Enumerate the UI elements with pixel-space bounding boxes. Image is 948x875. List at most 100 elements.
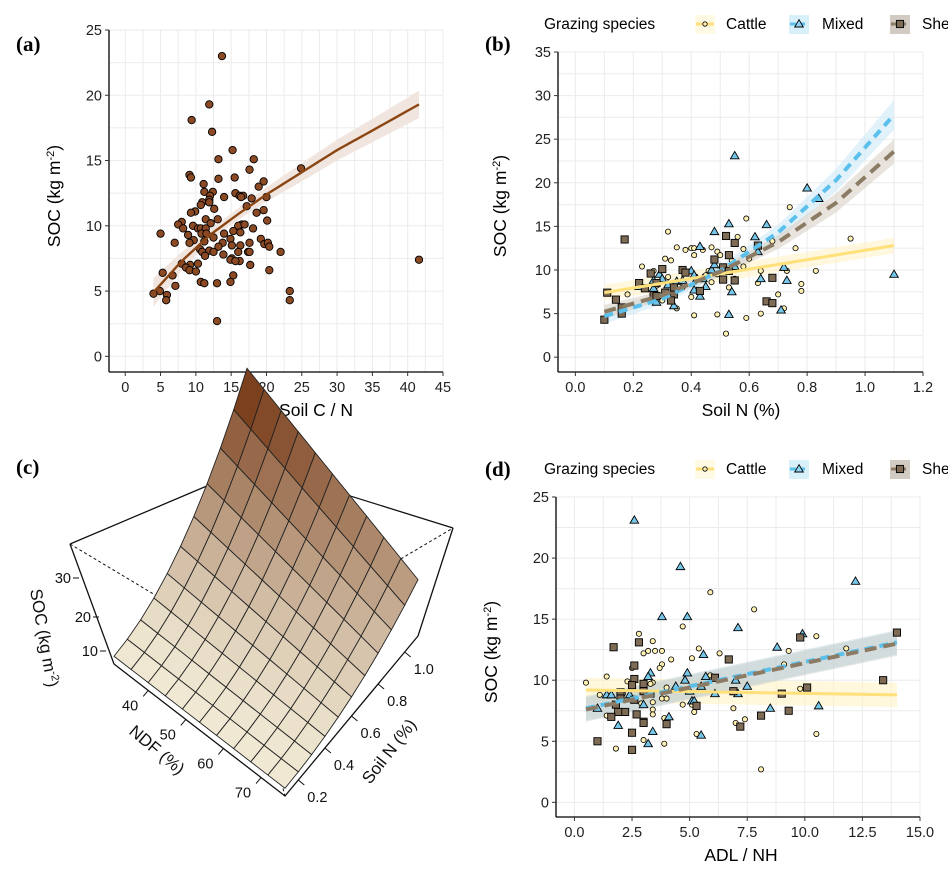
point-mixed [765,703,776,712]
point-cattle [649,706,656,713]
panel-label-d: (d) [485,457,511,481]
point-cattle [798,280,805,287]
point-cattle [682,246,689,253]
point-cattle [708,279,715,286]
y-tick-label: 35 [535,45,551,61]
x-tick-label: 0.0 [565,380,585,396]
panel-label-b: (b) [485,32,511,56]
data-point [171,281,180,290]
legend-label-mixed: Mixed [822,16,863,33]
z-axis-title-main: SOC (kg m [26,587,59,673]
y-tick-label: 15 [535,219,551,235]
data-point [236,228,245,237]
data-point [183,230,193,240]
point-sheep [614,707,623,717]
point-cattle [679,623,686,630]
data-point [210,204,219,213]
legend-label-mixed: Mixed [822,461,863,478]
x-tick-label: 70 [235,786,251,802]
point-mixed [709,226,720,236]
legend-label-sheep: Sheep [922,461,948,478]
point-sheep [681,268,690,277]
point-mixed [723,309,734,318]
point-cattle [708,244,715,251]
point-sheep [879,676,888,685]
point-cattle [665,228,672,235]
x-tick-label: 30 [329,380,345,396]
y-tick-label: 10 [535,263,551,279]
data-point [414,255,424,264]
legend: Grazing species Cattle Mixed Sheep [544,15,948,34]
panel-label-c: (c) [16,455,39,479]
data-point [209,247,218,257]
axis-ticks: 10 20 30 40 50 60 70 0.2 0.4 0.6 0.8 1.0 [55,571,434,806]
x-tick-label: 25 [294,380,310,396]
data-point [196,200,205,210]
data-point [249,155,258,164]
x-tick-label: 12.5 [848,825,876,841]
point-cattle [661,740,668,747]
data-point [206,219,215,228]
point-sheep [593,737,602,746]
y-axis-title-main: SOC (kg m [481,617,501,704]
data-point [186,208,196,217]
point-sheep [768,273,777,282]
point-cattle [679,701,686,708]
data-point [265,266,274,275]
data-point [240,220,249,229]
point-mixed [850,576,861,585]
point-mixed [643,671,654,681]
x-tick-label: 1.0 [855,380,875,396]
y-tick-label: 25 [86,23,102,39]
data-point [158,268,167,277]
y-tick-label: 30 [535,89,551,105]
legend-key-triangle-icon [793,463,805,473]
point-cattle [663,695,670,702]
point-sheep [730,276,739,285]
point-sheep [666,296,676,305]
point-sheep [646,269,655,278]
data-point [214,155,223,164]
point-cattle [582,679,589,686]
fit-lines [585,640,898,712]
point-sheep [710,255,719,264]
point-sheep [721,231,731,241]
point-mixed [813,700,824,710]
point-sheep [639,718,648,728]
fit-line-path [152,103,420,294]
x-tick-label: 2.5 [622,825,642,841]
point-cattle [847,235,854,242]
point-cattle [691,312,698,319]
point-mixed [775,304,787,314]
panel-label-a: (a) [16,32,41,56]
point-sheep [621,707,630,717]
x-axis-title: NDF (%) [125,722,188,779]
point-cattle [786,204,793,211]
y-tick-label: 0.4 [334,758,354,774]
point-cattle [665,273,672,280]
point-cattle [751,606,758,613]
x-tick-label: 0.6 [739,380,759,396]
point-mixed [679,675,691,684]
x-tick-label: 0 [121,380,129,396]
y-axis-title-end: ) [490,155,510,161]
x-tick-label: 0.4 [681,380,701,396]
y-axis-title-main: SOC (kg m [44,161,64,248]
x-tick-label: 0.0 [564,825,584,841]
data-point [170,238,179,247]
point-sheep [630,661,639,670]
data-point [259,177,268,186]
box-left-edge [69,543,115,665]
point-cattle [843,645,850,652]
x-tick-label: 50 [160,727,176,743]
data-point [234,247,243,257]
fit-line-mixed [603,113,896,319]
data-point [205,198,214,207]
legend-label-cattle: Cattle [726,16,767,33]
point-sheep [632,710,641,719]
data-point [263,216,272,225]
point-sheep [607,712,616,721]
